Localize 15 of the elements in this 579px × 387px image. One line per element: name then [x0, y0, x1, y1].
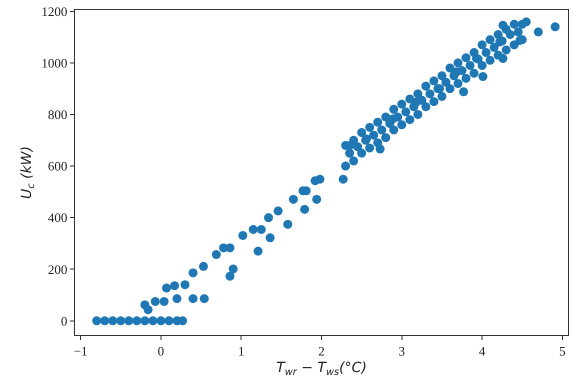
x-tick-label: 2: [318, 344, 325, 359]
y-tick-label: 400: [48, 210, 68, 226]
x-axis-title: T$_{wr}$ − T$_{ws}$(°C): [276, 360, 367, 378]
x-tick-label: 1: [238, 344, 244, 359]
y-tick-label: 1200: [41, 4, 68, 19]
x-tick-label: 3: [398, 344, 406, 359]
x-tick-label: 4: [478, 344, 486, 359]
y-tick-label: 600: [48, 158, 68, 174]
x-tick-label: −1: [74, 344, 88, 359]
x-tick-label: 0: [158, 344, 164, 359]
y-tick-label: 0: [60, 313, 68, 328]
x-tick-label: 5: [559, 344, 566, 359]
y-tick-label: 200: [48, 262, 68, 277]
y-tick-label: 800: [48, 107, 68, 122]
y-tick-label: 1000: [41, 55, 68, 70]
